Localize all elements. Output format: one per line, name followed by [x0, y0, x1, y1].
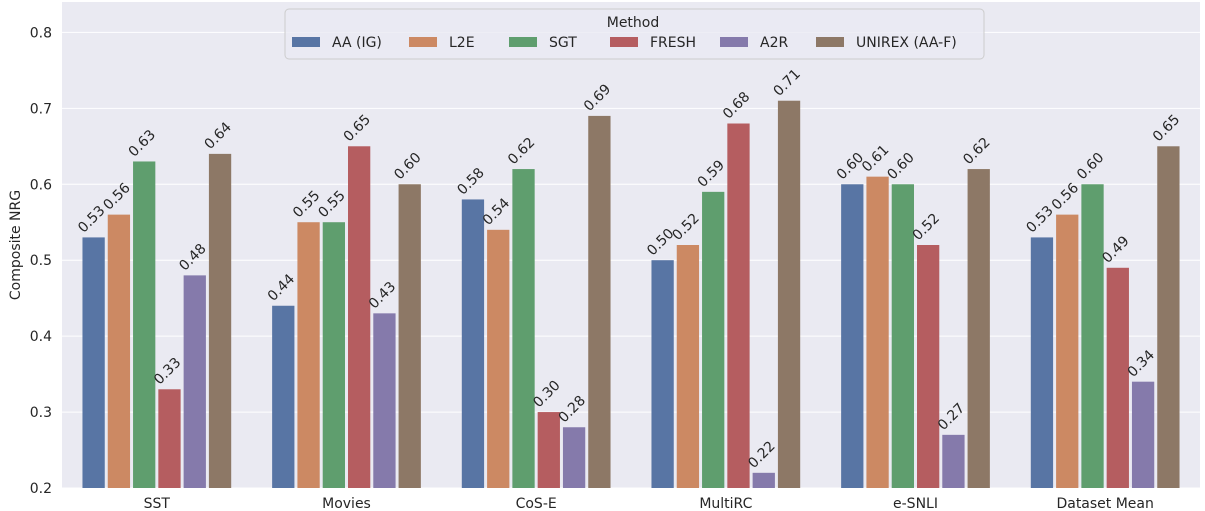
legend-label: L2E	[449, 35, 475, 51]
bar	[967, 169, 990, 488]
bar	[588, 115, 611, 488]
bar	[348, 146, 371, 488]
bar	[183, 275, 206, 488]
legend-label: A2R	[760, 35, 788, 51]
x-tick-label: MultiRC	[699, 496, 752, 511]
bar	[487, 229, 510, 488]
legend-title: Method	[607, 15, 660, 31]
y-tick-label: 0.8	[30, 25, 52, 41]
bar	[841, 184, 864, 488]
y-tick-label: 0.7	[30, 101, 52, 117]
bar	[727, 123, 750, 488]
legend-label: AA (IG)	[332, 35, 382, 51]
bar	[208, 153, 232, 488]
legend: Method AA (IG) L2E SGT FRESH A2R UNIREX (AA-F…	[284, 8, 985, 60]
bar	[917, 245, 940, 488]
bar	[1056, 214, 1079, 488]
bar	[891, 184, 914, 488]
legend-swatch	[409, 37, 437, 47]
bar	[1081, 184, 1104, 488]
bar	[398, 184, 421, 488]
bar	[537, 412, 560, 488]
bar	[1157, 146, 1180, 488]
plot-area	[62, 2, 1200, 488]
x-tick-label: CoS-E	[516, 496, 557, 511]
y-tick-label: 0.3	[30, 405, 52, 421]
legend-label: FRESH	[650, 35, 696, 51]
bar	[1030, 237, 1054, 488]
x-tick-label: SST	[144, 496, 171, 511]
bar	[752, 472, 775, 488]
bar	[562, 427, 586, 488]
bar	[272, 305, 295, 488]
bar	[651, 260, 674, 488]
legend-label: SGT	[549, 35, 577, 51]
bar	[297, 222, 320, 488]
y-tick-label: 0.4	[30, 329, 52, 345]
x-tick-label: e-SNLI	[893, 496, 938, 511]
legend-items: AA (IG) L2E SGT FRESH A2R UNIREX (AA-F)	[292, 35, 957, 51]
legend-box	[284, 8, 985, 60]
bar	[322, 222, 345, 488]
bar	[1131, 381, 1155, 488]
y-axis-ticks: 0.2 0.3 0.4 0.5 0.6 0.7 0.8	[30, 25, 52, 497]
bar	[702, 191, 725, 488]
y-tick-label: 0.5	[30, 253, 52, 269]
legend-swatch	[509, 37, 537, 47]
legend-label: UNIREX (AA-F)	[856, 35, 957, 51]
bar	[82, 237, 105, 488]
bar	[107, 214, 131, 488]
bar	[461, 199, 485, 488]
bar	[777, 100, 801, 488]
bar	[133, 161, 156, 488]
legend-swatch	[292, 37, 320, 47]
x-tick-label: Movies	[322, 496, 371, 511]
legend-swatch	[816, 37, 844, 47]
bar	[373, 313, 396, 488]
grid-lines	[62, 31, 1200, 489]
y-tick-label: 0.2	[30, 481, 52, 497]
bar	[512, 169, 535, 488]
bar	[942, 434, 965, 488]
bars	[82, 100, 1180, 488]
x-axis-ticks: SST Movies CoS-E MultiRC e-SNLI Dataset Mean	[144, 496, 1154, 511]
x-tick-label: Dataset Mean	[1056, 496, 1153, 511]
y-axis-title: Composite NRG	[8, 190, 24, 300]
bar	[676, 245, 700, 488]
y-tick-label: 0.6	[30, 177, 52, 193]
bar	[1106, 267, 1129, 488]
legend-swatch	[720, 37, 748, 47]
bar	[158, 389, 181, 488]
legend-swatch	[610, 37, 638, 47]
bar	[866, 176, 889, 488]
